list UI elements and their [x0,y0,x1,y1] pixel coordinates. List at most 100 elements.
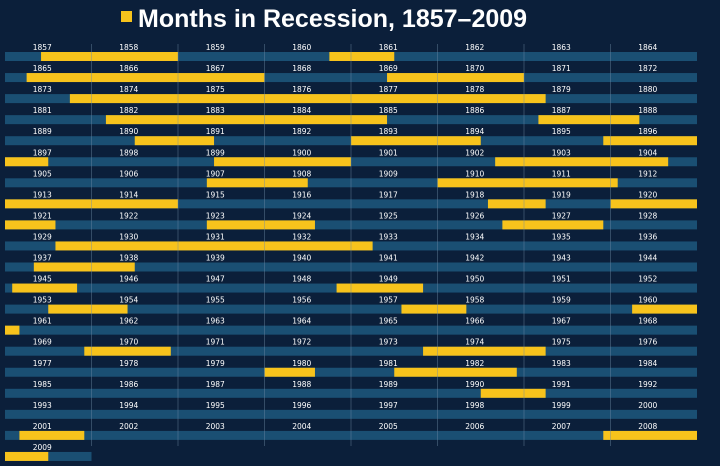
recession-bar [41,52,178,61]
recession-bar [387,73,524,83]
year-label: 1880 [638,85,657,94]
year-label: 1950 [465,275,484,284]
year-label: 1933 [379,232,398,241]
year-label: 1876 [292,85,311,94]
year-label: 1899 [206,148,225,157]
year-label: 1910 [465,169,484,178]
recession-bar [5,451,49,461]
recession-bar [610,199,697,209]
year-label: 1889 [33,127,52,136]
recession-bar [206,220,315,230]
year-label: 1951 [552,275,571,284]
recession-bar [480,388,546,398]
year-label: 1934 [465,232,484,241]
year-label: 1956 [292,296,311,305]
recession-bar [105,115,388,125]
chart-title: Months in Recession, 1857–2009 [138,5,527,33]
year-label: 1896 [638,127,657,136]
recession-bar [603,136,697,146]
recession-bar [55,241,373,251]
year-label: 1895 [552,127,571,136]
year-label: 1969 [33,338,52,347]
year-label: 1860 [292,43,311,52]
legend-square [121,11,132,22]
year-label: 1921 [33,211,52,220]
year-label: 1869 [379,64,398,73]
year-label: 1995 [206,401,225,410]
recession-bar [26,73,265,83]
year-label: 1894 [465,127,484,136]
year-label: 1989 [379,380,398,389]
gridline-layer [91,44,611,446]
year-label: 1872 [638,64,657,73]
year-label: 1980 [292,359,311,368]
year-label: 1953 [33,296,52,305]
year-label: 1862 [465,43,484,52]
recession-bar [495,157,669,167]
recession-bar [264,367,315,377]
year-label: 1954 [119,296,138,305]
year-label: 1926 [465,211,484,220]
year-label: 1893 [379,127,398,136]
year-label: 1879 [552,85,571,94]
recession-bar [19,430,85,440]
year-label: 2006 [465,422,484,431]
year-label: 2007 [552,422,571,431]
year-label: 1927 [552,211,571,220]
year-label: 1914 [119,190,138,199]
recession-bar [351,136,481,146]
year-label: 1961 [33,317,52,326]
recession-bar [33,262,135,272]
year-label: 1973 [379,338,398,347]
year-label: 1986 [119,380,138,389]
year-label: 1890 [119,127,138,136]
year-label: 1994 [119,401,138,410]
year-label: 1984 [638,359,657,368]
year-label: 1960 [638,296,657,305]
year-label: 1868 [292,64,311,73]
year-label: 1874 [119,85,138,94]
year-label: 1985 [33,380,52,389]
recession-bar [5,325,20,335]
year-label: 1959 [552,296,571,305]
year-label: 1865 [33,64,52,73]
recession-bar [394,367,517,377]
year-label: 1919 [552,190,571,199]
recession-bar [69,94,546,104]
year-label: 1904 [638,148,657,157]
recession-bar [134,136,215,146]
year-label: 1924 [292,211,311,220]
recession-bar [5,220,56,230]
year-label: 1867 [206,64,225,73]
year-label: 1884 [292,106,311,115]
recession-bar [401,304,467,314]
year-label: 1941 [379,254,398,263]
year-label: 1871 [552,64,571,73]
year-label: 1859 [206,43,225,52]
year-label: 1918 [465,190,484,199]
year-label: 1940 [292,254,311,263]
year-label: 1913 [33,190,52,199]
recession-bar [487,199,546,209]
year-label: 1907 [206,169,225,178]
year-label: 2005 [379,422,398,431]
year-label: 1993 [33,401,52,410]
year-label: 1997 [379,401,398,410]
year-label: 2009 [33,443,52,452]
year-label: 1885 [379,106,398,115]
year-label: 1916 [292,190,311,199]
year-label: 1968 [638,317,657,326]
year-label: 1857 [33,43,52,52]
year-label: 1972 [292,338,311,347]
year-label: 1875 [206,85,225,94]
year-label: 1922 [119,211,138,220]
recession-bar [336,283,424,293]
recession-bar [329,52,395,61]
recession-bar [437,178,618,188]
year-label: 1902 [465,148,484,157]
year-label: 1975 [552,338,571,347]
year-label: 1967 [552,317,571,326]
year-label: 1903 [552,148,571,157]
recession-bar [423,346,546,356]
